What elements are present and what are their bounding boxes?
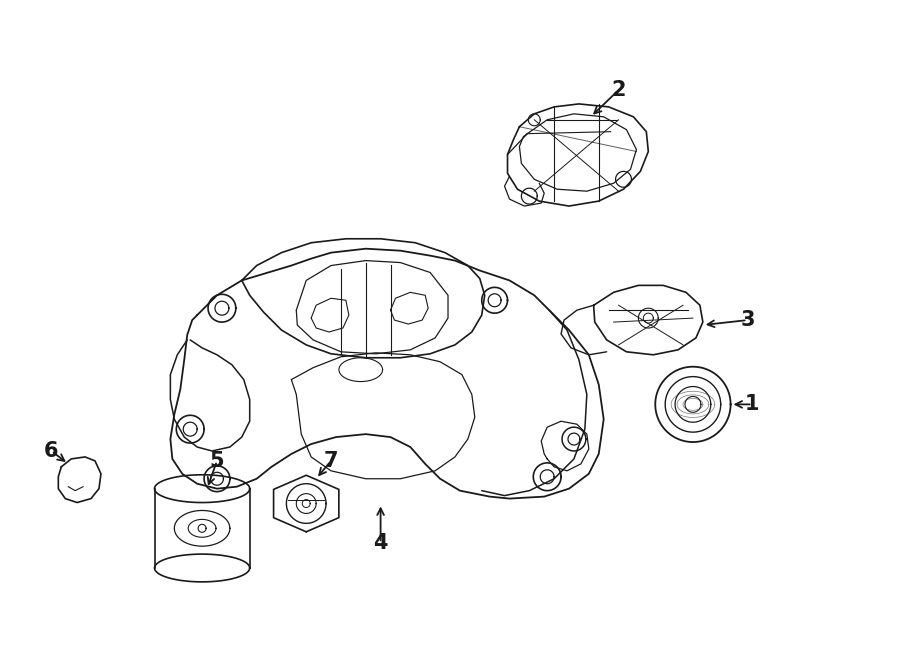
Text: 2: 2 (611, 80, 625, 100)
Text: 4: 4 (374, 533, 388, 553)
Text: 1: 1 (745, 395, 760, 414)
Text: 7: 7 (324, 451, 338, 471)
Text: 6: 6 (44, 441, 58, 461)
Text: 5: 5 (210, 451, 224, 471)
Text: 3: 3 (740, 310, 755, 330)
